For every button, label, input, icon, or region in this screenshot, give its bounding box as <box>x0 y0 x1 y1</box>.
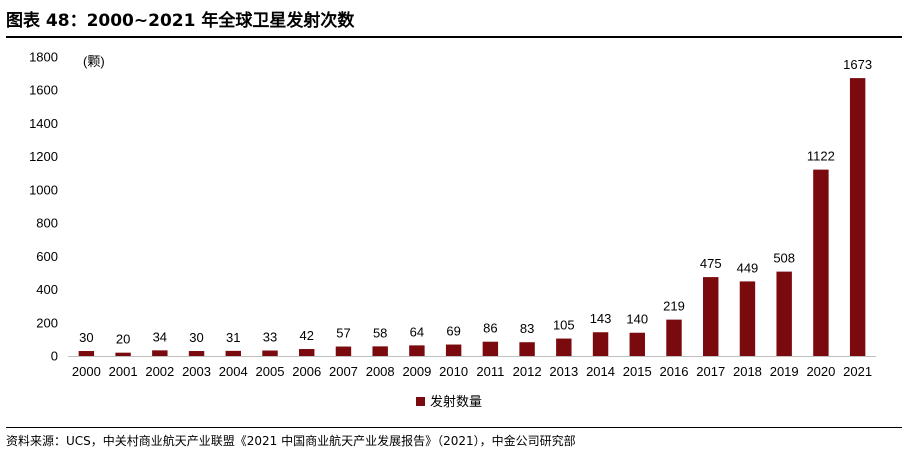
data-label-2015: 140 <box>626 312 648 327</box>
x-tick-label-2016: 2016 <box>660 364 689 379</box>
x-tick-label-2021: 2021 <box>843 364 872 379</box>
x-tick-label-2011: 2011 <box>476 364 504 379</box>
bar-2005 <box>262 350 278 356</box>
bar-2018 <box>739 281 756 356</box>
x-tick-label-2001: 2001 <box>109 364 138 379</box>
bar-2011 <box>482 341 499 356</box>
y-tick-label: 1400 <box>29 116 58 131</box>
y-tick-label: 600 <box>36 249 58 264</box>
data-label-2010: 69 <box>446 324 460 339</box>
x-tick-label-2010: 2010 <box>439 364 468 379</box>
bar-2015 <box>629 332 645 356</box>
x-tick-label-2000: 2000 <box>72 364 101 379</box>
data-label-2016: 219 <box>663 299 685 314</box>
y-axis-ticks: 0 200 400 600 800 1000 1200 1400 1600 1800 <box>29 50 58 364</box>
data-label-2021: 1673 <box>843 57 872 72</box>
bar-2013 <box>556 338 572 356</box>
y-tick-label: 0 <box>51 349 58 364</box>
bar-2004 <box>225 350 241 356</box>
legend-swatch <box>416 397 425 406</box>
data-label-2013: 105 <box>553 318 575 333</box>
bar-2006 <box>299 349 315 356</box>
x-tick-label-2008: 2008 <box>366 364 395 379</box>
data-labels: 30 20 34 30 31 33 42 57 58 64 69 86 83 105 143 140 219 47… <box>79 57 872 347</box>
bar-2019 <box>776 271 792 356</box>
bar-2010 <box>445 344 462 356</box>
data-label-2006: 42 <box>299 328 313 343</box>
data-label-2009: 64 <box>410 324 424 339</box>
x-axis-ticks: 2000 2001 2002 2003 2004 2005 2006 2007 2008 2009… <box>72 364 872 379</box>
data-label-2011: 86 <box>483 321 497 336</box>
x-tick-label-2020: 2020 <box>806 364 835 379</box>
data-label-2005: 33 <box>263 330 277 345</box>
bar-2021 <box>849 78 866 356</box>
y-tick-label: 200 <box>36 315 58 330</box>
bars <box>78 78 866 356</box>
x-tick-label-2006: 2006 <box>292 364 321 379</box>
bar-2001 <box>115 352 131 356</box>
data-label-2012: 83 <box>520 321 534 336</box>
data-label-2019: 508 <box>773 251 795 266</box>
data-label-2007: 57 <box>336 326 350 341</box>
bar-2008 <box>372 346 388 356</box>
y-tick-label: 1800 <box>29 50 58 65</box>
bar-2009 <box>409 345 425 356</box>
bar-2017 <box>703 277 719 356</box>
data-label-2018: 449 <box>737 260 759 275</box>
data-label-2004: 31 <box>226 330 240 345</box>
data-label-2017: 475 <box>700 256 722 271</box>
x-tick-label-2012: 2012 <box>513 364 542 379</box>
bar-chart: (颗) 0 200 400 600 800 1000 1200 1400 1600 1800 30… <box>29 50 876 409</box>
x-tick-label-2014: 2014 <box>586 364 615 379</box>
x-tick-label-2005: 2005 <box>256 364 285 379</box>
bar-2007 <box>335 346 352 356</box>
x-tick-label-2007: 2007 <box>329 364 358 379</box>
legend-label: 发射数量 <box>430 394 482 409</box>
bar-2020 <box>813 169 829 356</box>
y-tick-label: 1200 <box>29 149 58 164</box>
y-tick-label: 1000 <box>29 182 58 197</box>
bar-2016 <box>666 319 682 356</box>
x-tick-label-2004: 2004 <box>219 364 248 379</box>
bar-2012 <box>519 342 535 356</box>
x-tick-label-2003: 2003 <box>182 364 211 379</box>
source-note: 资料来源：UCS，中关村商业航天产业联盟《2021 中国商业航天产业发展报告》（… <box>6 434 576 448</box>
x-tick-label-2017: 2017 <box>696 364 725 379</box>
bar-2003 <box>188 351 205 356</box>
y-tick-label: 800 <box>36 216 58 231</box>
bar-2014 <box>592 332 609 356</box>
footer-divider <box>6 427 902 428</box>
x-tick-label-2002: 2002 <box>145 364 174 379</box>
legend: 发射数量 <box>416 394 482 409</box>
x-tick-label-2018: 2018 <box>733 364 762 379</box>
x-tick-label-2009: 2009 <box>402 364 431 379</box>
figure-title: 图表 48：2000~2021 年全球卫星发射次数 <box>6 11 355 31</box>
data-label-2003: 30 <box>189 330 203 345</box>
x-tick-label-2015: 2015 <box>623 364 652 379</box>
y-unit-label: (颗) <box>83 54 105 69</box>
bar-2000 <box>78 351 95 356</box>
bar-2002 <box>152 350 168 356</box>
data-label-2020: 1122 <box>807 149 835 164</box>
x-tick-label-2019: 2019 <box>770 364 799 379</box>
data-label-2002: 34 <box>153 329 167 344</box>
data-label-2014: 143 <box>590 311 612 326</box>
y-tick-label: 400 <box>36 282 58 297</box>
data-label-2000: 30 <box>79 330 93 345</box>
y-tick-label: 1600 <box>29 83 58 98</box>
data-label-2008: 58 <box>373 325 387 340</box>
x-tick-label-2013: 2013 <box>549 364 578 379</box>
title-divider <box>6 36 902 38</box>
data-label-2001: 20 <box>116 332 130 347</box>
